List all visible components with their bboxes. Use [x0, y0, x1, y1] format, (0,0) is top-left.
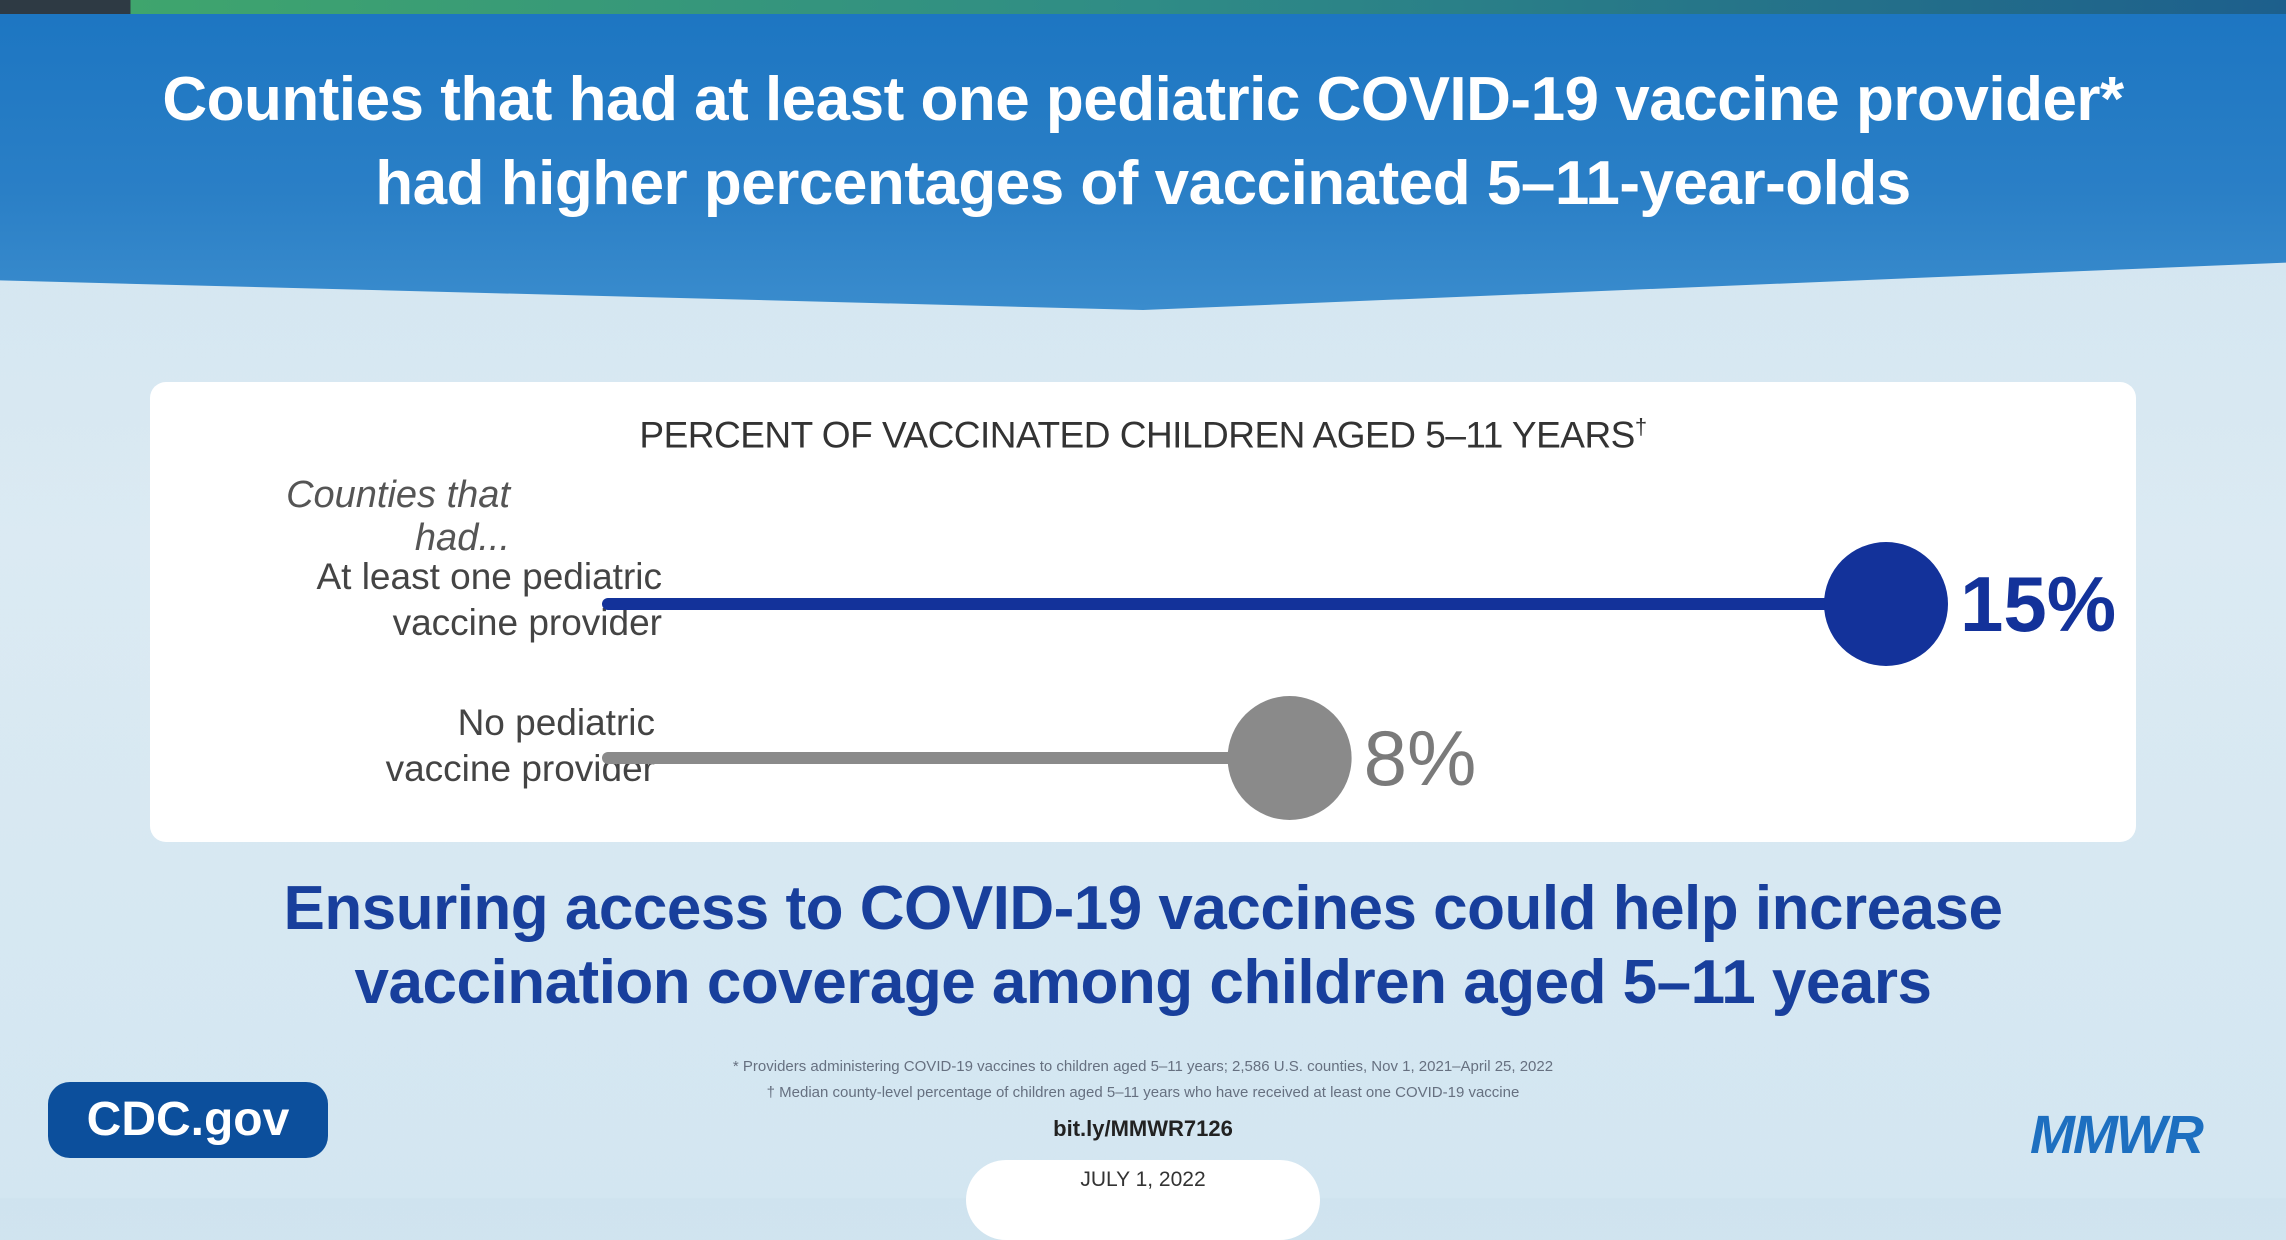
chart-title-text: PERCENT OF VACCINATED CHILDREN AGED 5–11… — [639, 414, 1635, 456]
title-line-1: Counties that had at least one pediatric… — [162, 65, 2124, 134]
footnote-providers: * Providers administering COVID-19 vacci… — [732, 1058, 1554, 1075]
category-label-line: At least one pediatric — [316, 556, 662, 597]
chart-title-footnote-mark: † — [1634, 414, 1647, 439]
page-title: Counties that had at least one pediatric… — [0, 58, 2286, 226]
header-banner — [0, 14, 2286, 310]
key-message: Ensuring access to COVID-19 vaccines cou… — [0, 872, 2286, 1020]
lollipop-dot — [1824, 542, 1948, 666]
footnote-median: † Median county-level percentage of chil… — [766, 1084, 1520, 1101]
source-link[interactable]: bit.ly/MMWR7126 — [1053, 1116, 1233, 1141]
data-label: 15% — [1960, 560, 2116, 648]
group-label: Counties that had... — [286, 474, 510, 559]
chart-card: PERCENT OF VACCINATED CHILDREN AGED 5–11… — [150, 382, 2136, 842]
chart-title: PERCENT OF VACCINATED CHILDREN AGED 5–11… — [150, 414, 2136, 456]
cdc-gov-badge[interactable]: CDC.gov — [48, 1082, 328, 1158]
key-message-line-2: vaccination coverage among children aged… — [354, 948, 1932, 1017]
key-message-line-1: Ensuring access to COVID-19 vaccines cou… — [283, 874, 2003, 943]
top-accent-bar — [0, 0, 2286, 14]
mmwr-logo: MMWR — [2030, 1105, 2204, 1165]
lollipop-chart: 15% 8% — [602, 542, 2116, 820]
publication-date: JULY 1, 2022 — [1080, 1168, 1206, 1191]
data-label: 8% — [1364, 714, 1477, 802]
category-label-line: No pediatric — [457, 702, 655, 743]
lollipop-dot — [1227, 696, 1352, 820]
title-line-2: had higher percentages of vaccinated 5–1… — [375, 149, 1911, 218]
